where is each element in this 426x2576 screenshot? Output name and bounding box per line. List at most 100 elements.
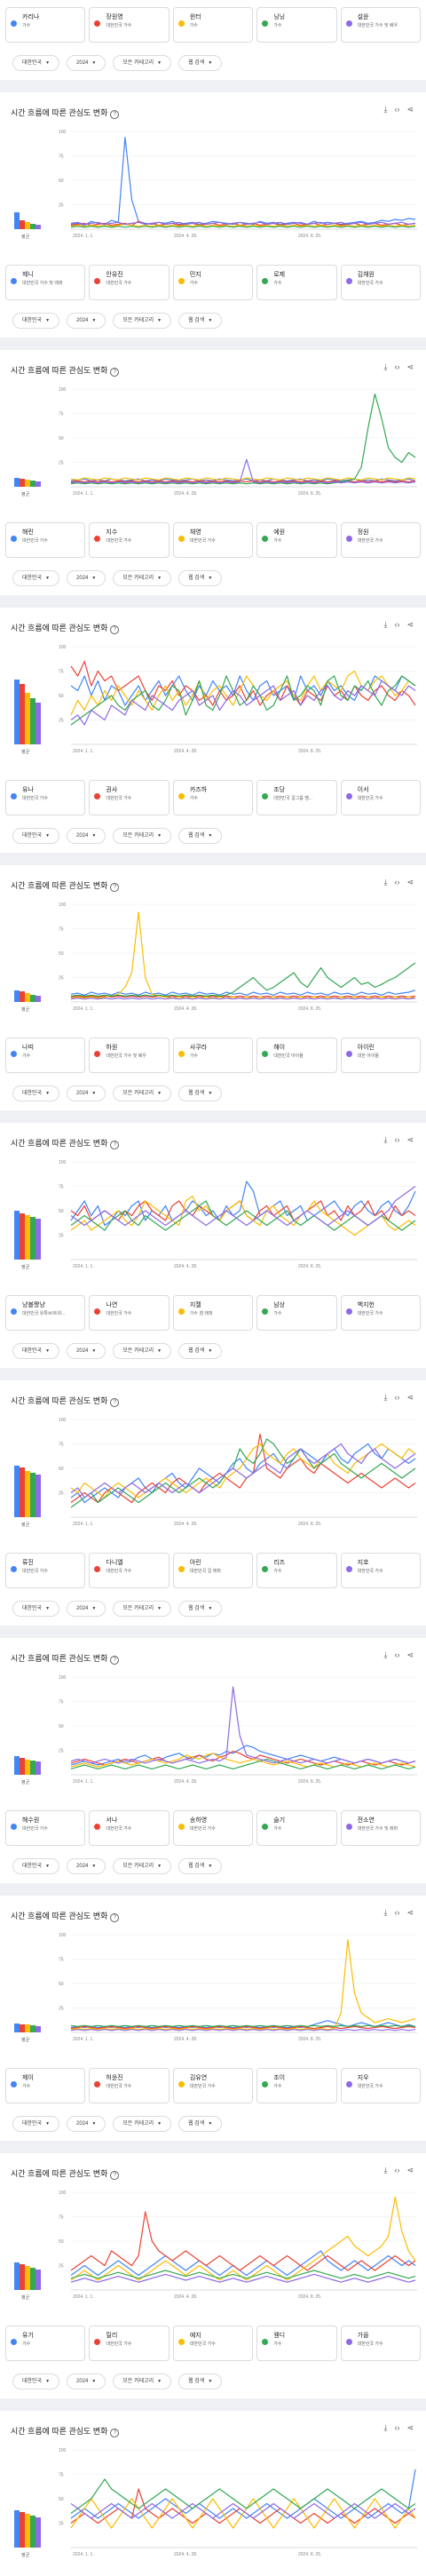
help-icon[interactable]: ? bbox=[110, 110, 120, 119]
search-term-chip[interactable]: 웬디 가수 bbox=[256, 2326, 337, 2361]
search-term-chip[interactable]: 남상 가수 bbox=[256, 1295, 337, 1331]
category-select[interactable]: 모든 카테고리 ▼ bbox=[113, 570, 172, 586]
category-select[interactable]: 모든 카테고리 ▼ bbox=[113, 1343, 172, 1359]
share-icon[interactable]: ⋖ bbox=[406, 878, 414, 886]
embed-icon[interactable]: ‹› bbox=[394, 2423, 400, 2432]
period-select[interactable]: 2024 ▼ bbox=[67, 1601, 106, 1617]
search-term-chip[interactable]: 나띠 가수 bbox=[5, 1038, 86, 1073]
search-term-chip[interactable]: 해린 대한민국 가수 bbox=[5, 522, 86, 558]
region-select[interactable]: 대한민국 ▼ bbox=[12, 1601, 60, 1617]
period-select[interactable]: 2024 ▼ bbox=[67, 828, 106, 844]
search-type-select[interactable]: 웹 검색 ▼ bbox=[178, 1601, 223, 1617]
category-select[interactable]: 모든 카테고리 ▼ bbox=[113, 828, 172, 844]
category-select[interactable]: 모든 카테고리 ▼ bbox=[113, 55, 172, 71]
search-type-select[interactable]: 웹 검색 ▼ bbox=[178, 1343, 223, 1359]
region-select[interactable]: 대한민국 ▼ bbox=[12, 570, 60, 586]
region-select[interactable]: 대한민국 ▼ bbox=[12, 313, 60, 329]
search-term-chip[interactable]: 송하영 대한민국 가수 bbox=[172, 1810, 254, 1846]
category-select[interactable]: 모든 카테고리 ▼ bbox=[113, 313, 172, 329]
search-term-chip[interactable]: 제이 가수 bbox=[5, 2068, 86, 2103]
search-term-chip[interactable]: 릴리 대한민국 가수 bbox=[89, 2326, 170, 2361]
search-term-chip[interactable]: 하원 대한민국 가수 및 배우 bbox=[89, 1038, 170, 1073]
search-term-chip[interactable]: 지수 대한민국 가수 bbox=[89, 522, 170, 558]
category-select[interactable]: 모든 카테고리 ▼ bbox=[113, 1601, 172, 1617]
category-select[interactable]: 모든 카테고리 ▼ bbox=[113, 1085, 172, 1101]
period-select[interactable]: 2024 ▼ bbox=[67, 55, 106, 71]
search-type-select[interactable]: 웹 검색 ▼ bbox=[178, 2116, 223, 2132]
search-term-chip[interactable]: 류진 대한민국 가수 bbox=[5, 1553, 86, 1588]
help-icon[interactable]: ? bbox=[110, 1141, 120, 1149]
period-select[interactable]: 2024 ▼ bbox=[67, 1858, 106, 1874]
search-term-chip[interactable]: 로제 가수 bbox=[256, 265, 337, 300]
search-type-select[interactable]: 웹 검색 ▼ bbox=[178, 55, 223, 71]
search-term-chip[interactable]: 아이린 대한 아이돌 bbox=[340, 1038, 422, 1073]
search-type-select[interactable]: 웹 검색 ▼ bbox=[178, 2373, 223, 2389]
search-type-select[interactable]: 웹 검색 ▼ bbox=[178, 1858, 223, 1874]
download-icon[interactable]: ⤓ bbox=[383, 1908, 388, 1917]
region-select[interactable]: 대한민국 ▼ bbox=[12, 828, 60, 844]
embed-icon[interactable]: ‹› bbox=[394, 1135, 400, 1144]
search-term-chip[interactable]: 백지헌 대한민국 가수 bbox=[340, 1295, 422, 1331]
search-term-chip[interactable]: 예지 대한민국 가수 bbox=[172, 2326, 254, 2361]
category-select[interactable]: 모든 카테고리 ▼ bbox=[113, 1858, 172, 1874]
search-term-chip[interactable]: 예원 가수 bbox=[256, 522, 337, 558]
embed-icon[interactable]: ‹› bbox=[394, 1393, 400, 1402]
search-term-chip[interactable]: 해이 대한민국 아이돌 bbox=[256, 1038, 337, 1073]
share-icon[interactable]: ⋖ bbox=[406, 105, 414, 114]
category-select[interactable]: 모든 카테고리 ▼ bbox=[113, 2116, 172, 2132]
search-term-chip[interactable]: 제니 대한민국 가수 및 래퍼 bbox=[5, 265, 86, 300]
search-term-chip[interactable]: 유나 대한민국 가수 bbox=[5, 780, 86, 815]
share-icon[interactable]: ⋖ bbox=[406, 2423, 414, 2432]
help-icon[interactable]: ? bbox=[110, 625, 120, 634]
search-term-chip[interactable]: 정원 대한민국 가수 bbox=[340, 522, 422, 558]
share-icon[interactable]: ⋖ bbox=[406, 1135, 414, 1144]
share-icon[interactable]: ⋖ bbox=[406, 362, 414, 371]
search-type-select[interactable]: 웹 검색 ▼ bbox=[178, 828, 223, 844]
period-select[interactable]: 2024 ▼ bbox=[67, 2116, 106, 2132]
search-term-chip[interactable]: 지우 대한민국 가수 bbox=[340, 2068, 422, 2103]
search-term-chip[interactable]: 카리나 가수 bbox=[5, 7, 86, 43]
search-term-chip[interactable]: 지젤 가수 겸 래퍼 bbox=[172, 1295, 254, 1331]
search-term-chip[interactable]: 이서 대한민국 가수 bbox=[340, 780, 422, 815]
download-icon[interactable]: ⤓ bbox=[383, 878, 388, 886]
help-icon[interactable]: ? bbox=[110, 2171, 120, 2180]
region-select[interactable]: 대한민국 ▼ bbox=[12, 1085, 60, 1101]
share-icon[interactable]: ⋖ bbox=[406, 620, 414, 629]
search-term-chip[interactable]: 채영 대한민국 가수 bbox=[172, 522, 254, 558]
download-icon[interactable]: ⤓ bbox=[383, 2166, 388, 2174]
embed-icon[interactable]: ‹› bbox=[394, 2166, 400, 2174]
help-icon[interactable]: ? bbox=[110, 2429, 120, 2437]
search-term-chip[interactable]: 전소연 대한민국 가수 및 래퍼 bbox=[340, 1810, 422, 1846]
download-icon[interactable]: ⤓ bbox=[383, 105, 388, 114]
search-term-chip[interactable]: 안유진 대한민국 가수 bbox=[89, 265, 170, 300]
download-icon[interactable]: ⤓ bbox=[383, 620, 388, 629]
share-icon[interactable]: ⋖ bbox=[406, 2166, 414, 2174]
search-term-chip[interactable]: 가을 대한민국 가수 bbox=[340, 2326, 422, 2361]
search-term-chip[interactable]: 김유연 대한민국 가수 bbox=[172, 2068, 254, 2103]
search-term-chip[interactable]: 민지 가수 bbox=[172, 265, 254, 300]
help-icon[interactable]: ? bbox=[110, 883, 120, 892]
search-term-chip[interactable]: 유기 가수 bbox=[5, 2326, 86, 2361]
period-select[interactable]: 2024 ▼ bbox=[67, 570, 106, 586]
search-type-select[interactable]: 웹 검색 ▼ bbox=[178, 1085, 223, 1101]
period-select[interactable]: 2024 ▼ bbox=[67, 313, 106, 329]
search-term-chip[interactable]: 사쿠라 가수 bbox=[172, 1038, 254, 1073]
search-term-chip[interactable]: 아린 대한민국 걸 래퍼 bbox=[172, 1553, 254, 1588]
region-select[interactable]: 대한민국 ▼ bbox=[12, 2116, 60, 2132]
region-select[interactable]: 대한민국 ▼ bbox=[12, 2373, 60, 2389]
share-icon[interactable]: ⋖ bbox=[406, 1393, 414, 1402]
embed-icon[interactable]: ‹› bbox=[394, 105, 400, 114]
search-type-select[interactable]: 웹 검색 ▼ bbox=[178, 313, 223, 329]
search-term-chip[interactable]: 냥볼쨩냥 대한민국 유튜브/트위... bbox=[5, 1295, 86, 1331]
embed-icon[interactable]: ‹› bbox=[394, 1650, 400, 1659]
region-select[interactable]: 대한민국 ▼ bbox=[12, 55, 60, 71]
share-icon[interactable]: ⋖ bbox=[406, 1650, 414, 1659]
search-term-chip[interactable]: 리즈 가수 bbox=[256, 1553, 337, 1588]
embed-icon[interactable]: ‹› bbox=[394, 878, 400, 886]
search-term-chip[interactable]: 윈터 가수 bbox=[172, 7, 254, 43]
download-icon[interactable]: ⤓ bbox=[383, 1650, 388, 1659]
search-term-chip[interactable]: 해수원 대한민국 가수 bbox=[5, 1810, 86, 1846]
search-term-chip[interactable]: 권사 대한민국 가수 bbox=[89, 780, 170, 815]
search-term-chip[interactable]: 김채원 대한민국 가수 bbox=[340, 265, 422, 300]
help-icon[interactable]: ? bbox=[110, 368, 120, 377]
